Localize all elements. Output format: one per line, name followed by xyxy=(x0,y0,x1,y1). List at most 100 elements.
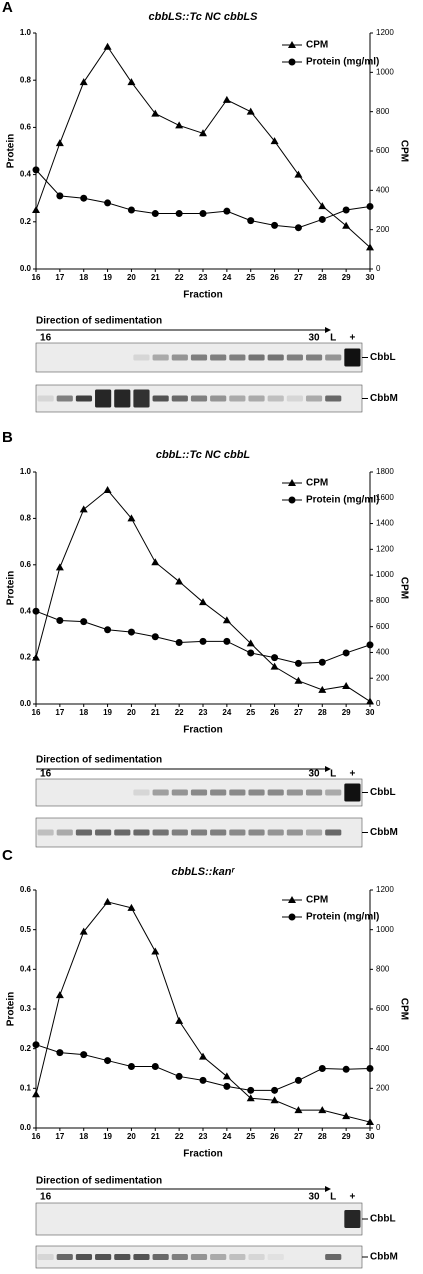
y2-axis-label: CPM xyxy=(398,140,409,162)
marker xyxy=(271,1086,279,1094)
band xyxy=(133,789,150,796)
x-tick-label: 29 xyxy=(342,1132,351,1141)
legend-label: CPM xyxy=(306,40,328,51)
x-tick-label: 18 xyxy=(79,273,88,282)
marker xyxy=(32,607,40,615)
marker xyxy=(247,217,255,225)
marker xyxy=(294,1076,302,1084)
marker xyxy=(294,1106,303,1114)
marker xyxy=(32,206,40,213)
marker xyxy=(79,505,88,513)
band xyxy=(286,829,303,836)
band xyxy=(171,1254,188,1260)
band xyxy=(95,829,112,836)
lane-label: 30 xyxy=(308,769,320,780)
y-tick-label: 0.3 xyxy=(20,1004,32,1013)
marker xyxy=(342,649,350,657)
x-tick-label: 16 xyxy=(32,1132,41,1141)
band xyxy=(267,395,284,402)
marker xyxy=(366,243,374,251)
marker xyxy=(223,1082,231,1090)
band xyxy=(267,354,284,361)
marker xyxy=(246,1094,255,1102)
x-tick-label: 18 xyxy=(79,1132,88,1141)
legend-marker xyxy=(288,896,296,903)
marker xyxy=(79,927,88,935)
lane-label: L xyxy=(330,333,336,344)
x-tick-label: 26 xyxy=(270,1132,279,1141)
band xyxy=(210,1254,227,1260)
marker xyxy=(127,1063,135,1071)
band xyxy=(229,354,246,361)
y2-tick-label: 1200 xyxy=(376,885,394,894)
blot-row-label: CbbM xyxy=(370,827,398,838)
band xyxy=(152,1254,169,1260)
y2-tick-label: 400 xyxy=(376,648,390,657)
marker xyxy=(342,1065,350,1073)
y2-tick-label: 1000 xyxy=(376,67,394,76)
band xyxy=(152,789,169,796)
y2-tick-label: 400 xyxy=(376,185,390,194)
marker xyxy=(175,639,183,647)
marker xyxy=(366,202,374,210)
blot xyxy=(35,1202,363,1236)
x-tick-label: 24 xyxy=(222,708,231,717)
panel-letter: C xyxy=(2,847,13,864)
series-line xyxy=(35,901,371,1123)
band xyxy=(210,789,227,796)
marker xyxy=(103,897,112,905)
marker xyxy=(342,206,350,214)
legend-marker xyxy=(288,479,296,486)
marker xyxy=(104,1057,112,1065)
marker xyxy=(56,616,64,624)
marker xyxy=(199,1052,207,1060)
marker xyxy=(246,639,255,647)
x-tick-label: 23 xyxy=(199,1132,208,1141)
marker xyxy=(32,1041,40,1049)
marker xyxy=(151,558,160,566)
marker xyxy=(342,1112,351,1120)
marker xyxy=(223,207,231,215)
marker xyxy=(222,1072,231,1080)
x-tick-label: 20 xyxy=(127,1132,136,1141)
marker xyxy=(318,215,326,223)
y2-tick-label: 400 xyxy=(376,1044,390,1053)
marker xyxy=(32,166,40,174)
marker xyxy=(318,685,327,693)
marker xyxy=(318,658,326,666)
x-tick-label: 30 xyxy=(366,1132,375,1141)
y2-tick-label: 600 xyxy=(376,146,390,155)
blot-row-label: CbbL xyxy=(370,1214,396,1225)
marker xyxy=(294,659,302,667)
blot-direction: Direction of sedimentation xyxy=(36,1176,162,1187)
x-tick-label: 28 xyxy=(318,708,327,717)
marker xyxy=(366,1065,374,1072)
x-tick-label: 22 xyxy=(175,273,184,282)
marker xyxy=(199,598,207,606)
lane-label: 16 xyxy=(40,333,52,344)
band xyxy=(229,1254,246,1260)
x-tick-label: 26 xyxy=(270,273,279,282)
band xyxy=(75,395,93,402)
y2-tick-label: 200 xyxy=(376,673,390,682)
marker xyxy=(271,221,279,229)
x-tick-label: 28 xyxy=(318,273,327,282)
marker xyxy=(247,649,255,657)
x-tick-label: 25 xyxy=(246,1132,255,1141)
marker xyxy=(127,78,136,86)
marker xyxy=(151,947,160,955)
y-tick-label: 0.4 xyxy=(20,964,32,973)
marker xyxy=(270,1096,279,1104)
band xyxy=(305,789,323,796)
x-tick-label: 30 xyxy=(366,273,375,282)
marker xyxy=(294,224,302,232)
y-tick-label: 1.0 xyxy=(20,467,32,476)
y2-tick-label: 0 xyxy=(376,1123,381,1132)
panel-letter: A xyxy=(2,0,13,16)
arrow-head xyxy=(325,766,331,772)
lane-label: + xyxy=(349,769,355,780)
chart-title: cbbLS::kanʳ xyxy=(172,866,236,878)
band xyxy=(37,1254,54,1260)
marker xyxy=(246,107,255,115)
y2-tick-label: 200 xyxy=(376,1083,390,1092)
